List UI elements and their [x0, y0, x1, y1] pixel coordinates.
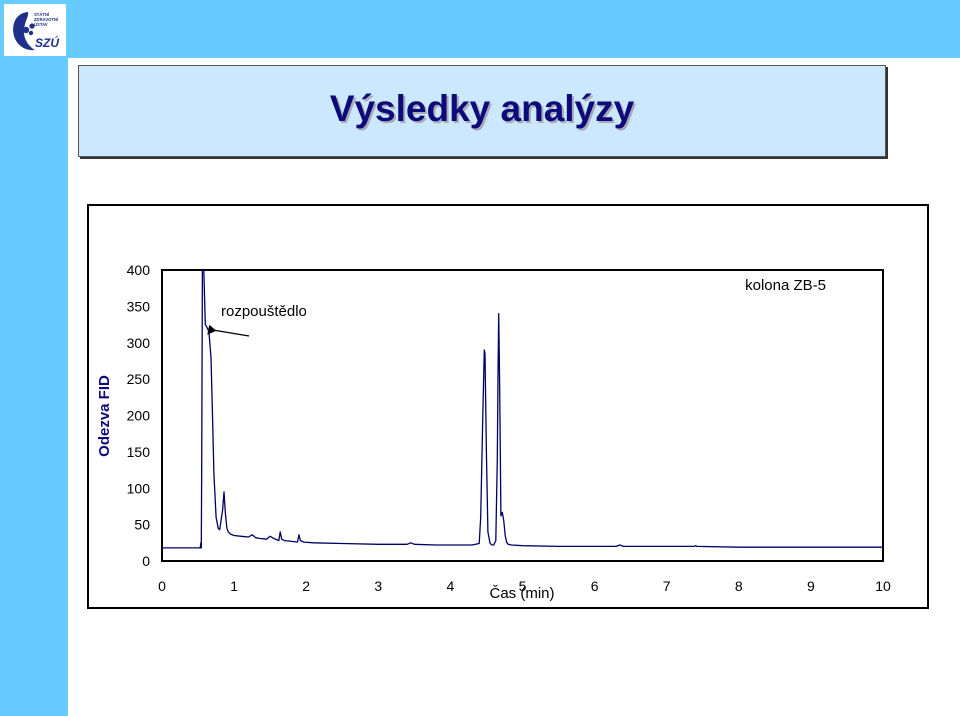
chart-frame: 0 50 100 150 200 250 300 350 400 0 1 2 3 4 5 6 7 8 9 10 ro…: [87, 204, 929, 609]
logo-dot-3: [28, 30, 34, 36]
solvent-arrowhead: [207, 324, 217, 335]
chromatogram-chart: 0 50 100 150 200 250 300 350 400 0 1 2 3 4 5 6 7 8 9 10 ro…: [96, 262, 891, 602]
y-tick-label: 50: [134, 517, 150, 533]
x-tick-label: 5: [519, 578, 527, 594]
plot-area: [161, 269, 884, 562]
y-tick-label: 0: [142, 553, 150, 569]
x-tick-label: 6: [591, 578, 599, 594]
logo-line-3: ÚSTAV: [34, 22, 48, 27]
y-axis-ticks: 0 50 100 150 200 250 300 350 400: [127, 262, 151, 569]
y-tick-label: 100: [127, 480, 151, 496]
x-tick-label: 10: [875, 578, 891, 594]
x-tick-label: 8: [735, 578, 743, 594]
x-tick-label: 3: [374, 578, 382, 594]
y-tick-label: 150: [127, 444, 151, 460]
y-axis-label: Odezva FID: [96, 375, 113, 457]
logo-dot-2: [29, 23, 35, 29]
page-title: Výsledky analýzy: [329, 88, 635, 129]
title-panel: Výsledky analýzy: [78, 65, 886, 157]
left-banner: [0, 0, 68, 716]
logo-arc-shape: [13, 12, 35, 51]
top-banner: [0, 0, 960, 58]
x-tick-label: 7: [663, 578, 671, 594]
y-tick-label: 300: [127, 335, 151, 351]
annotation-solvent: rozpouštědlo: [221, 303, 307, 320]
x-axis-ticks: 0 1 2 3 4 5 6 7 8 9 10: [158, 578, 891, 594]
y-tick-label: 350: [127, 298, 151, 314]
logo-abbr: SZÚ: [35, 35, 59, 50]
solvent-arrow: [211, 329, 250, 337]
logo-dot-1: [22, 26, 30, 34]
szu-logo-icon: STÁTNÍ ZDRAVOTNÍ ÚSTAV SZÚ: [13, 12, 59, 51]
x-axis-label: Čas (min): [489, 585, 554, 602]
x-tick-label: 9: [807, 578, 815, 594]
annotation-column: kolona ZB-5: [745, 277, 826, 294]
logo: STÁTNÍ ZDRAVOTNÍ ÚSTAV SZÚ: [4, 4, 66, 56]
x-tick-label: 4: [447, 578, 455, 594]
logo-line-2: ZDRAVOTNÍ: [34, 17, 59, 22]
x-tick-label: 1: [230, 578, 238, 594]
x-tick-label: 0: [158, 578, 166, 594]
chromatogram-series-line: [162, 269, 883, 549]
y-tick-label: 200: [127, 408, 151, 424]
x-tick-label: 2: [302, 578, 310, 594]
y-tick-label: 250: [127, 371, 151, 387]
logo-line-1: STÁTNÍ: [34, 12, 50, 17]
y-tick-label: 400: [127, 262, 151, 278]
